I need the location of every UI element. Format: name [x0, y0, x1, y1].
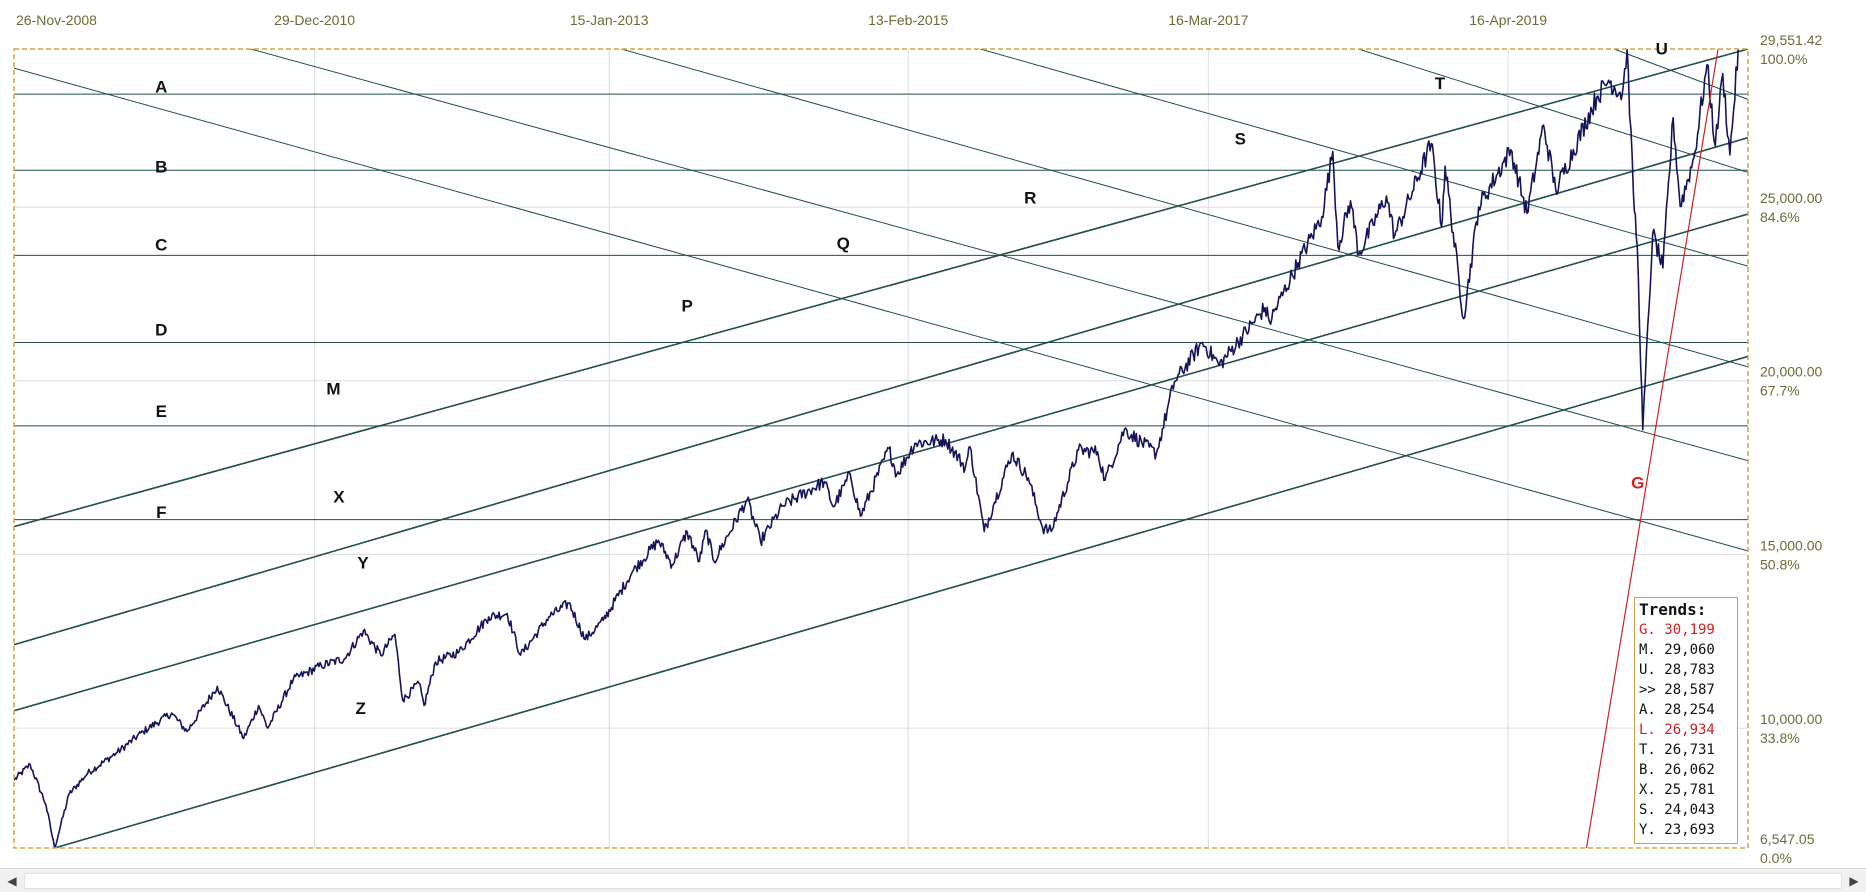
y-tick-label: 15,000.00 [1760, 537, 1822, 553]
y-tick-label: 6,547.05 [1760, 831, 1815, 847]
line-label-x: X [333, 487, 345, 506]
x-tick-label: 16-Apr-2019 [1469, 12, 1547, 28]
trend-row: Y. 23,693 [1639, 822, 1715, 838]
y-tick-pct: 50.8% [1760, 556, 1800, 572]
line-label-s: S [1235, 130, 1246, 149]
y-tick-pct: 33.8% [1760, 730, 1800, 746]
y-tick-label: 29,551.42 [1760, 32, 1822, 48]
trend-row: B. 26,062 [1639, 762, 1715, 778]
y-tick-label: 20,000.00 [1760, 364, 1822, 380]
trend-line-s [980, 49, 1748, 267]
trend-row: U. 28,783 [1639, 662, 1715, 678]
y-tick-label: 10,000.00 [1760, 711, 1822, 727]
x-tick-label: 29-Dec-2010 [274, 12, 355, 28]
trend-row: S. 24,043 [1639, 802, 1715, 818]
chevron-right-icon[interactable]: ▶ [1849, 874, 1859, 888]
y-tick-label: 25,000.00 [1760, 190, 1822, 206]
trend-row: G. 30,199 [1639, 622, 1715, 638]
line-label-d: D [155, 321, 167, 340]
trend-row: A. 28,254 [1639, 702, 1715, 718]
trend-row: X. 25,781 [1639, 782, 1715, 798]
y-tick-pct: 100.0% [1760, 51, 1807, 67]
trend-line-r [621, 49, 1748, 368]
line-label-m: M [326, 380, 340, 399]
y-tick-pct: 0.0% [1760, 850, 1792, 866]
x-tick-label: 13-Feb-2015 [868, 12, 948, 28]
g-trend-line [1585, 49, 1719, 848]
scrollbar-thumb[interactable] [24, 873, 1842, 889]
line-label-u: U [1656, 39, 1668, 58]
trend-line-t [1358, 49, 1748, 173]
line-label-e: E [156, 402, 167, 421]
y-tick-pct: 67.7% [1760, 383, 1800, 399]
line-label-t: T [1435, 74, 1446, 93]
line-label-y: Y [357, 553, 369, 572]
trends-panel: Trends: G. 30,199 M. 29,060 U. 28,783 >> 28… [1634, 597, 1738, 844]
trends-title: Trends: [1639, 600, 1707, 619]
line-label-q: Q [837, 234, 850, 253]
line-label-a: A [155, 77, 167, 96]
line-label-c: C [155, 235, 167, 254]
trend-row: L. 26,934 [1639, 722, 1715, 738]
trend-row: T. 26,731 [1639, 742, 1715, 758]
price-line [14, 49, 1739, 848]
price-series [14, 49, 1739, 848]
trend-line-m [14, 49, 1748, 528]
x-tick-label: 16-Mar-2017 [1168, 12, 1248, 28]
plot-frame [13, 48, 1749, 849]
x-tick-label: 15-Jan-2013 [570, 12, 649, 28]
y-tick-pct: 84.6% [1760, 209, 1800, 225]
trend-line-x [14, 136, 1748, 646]
x-axis-labels: 26-Nov-2008 29-Dec-2010 15-Jan-2013 13-Feb-… [16, 12, 1547, 28]
chevron-left-icon[interactable]: ◀ [7, 874, 17, 888]
line-label-f: F [156, 503, 166, 522]
trends-list: G. 30,199 M. 29,060 U. 28,783 >> 28,587 A. 2… [1639, 620, 1733, 840]
y-axis-labels: 29,551.42 100.0% 25,000.00 84.6% 20,000.00 67… [1760, 32, 1822, 866]
horizontal-scrollbar[interactable]: ◀ ▶ [0, 868, 1866, 892]
trend-row: >> 28,587 [1639, 682, 1715, 698]
line-label-z: Z [355, 699, 365, 718]
trend-line-z [54, 355, 1748, 848]
grid [14, 49, 1748, 848]
price-chart: 26-Nov-2008 29-Dec-2010 15-Jan-2013 13-Feb-… [13, 12, 1822, 866]
x-tick-label: 26-Nov-2008 [16, 12, 97, 28]
trend-line-q [250, 49, 1748, 462]
trend-row: M. 29,060 [1639, 642, 1715, 658]
line-label-r: R [1024, 189, 1036, 208]
trend-line-p [14, 67, 1748, 552]
trend-line-u [1613, 49, 1748, 100]
line-label-b: B [155, 157, 167, 176]
line-label-p: P [682, 296, 693, 315]
trend-line-g [1585, 49, 1719, 848]
line-labels: A B C D E F M X Y Z P Q R S T U G [155, 39, 1668, 718]
horizontal-support-lines [14, 93, 1748, 521]
line-label-g: G [1631, 473, 1644, 492]
